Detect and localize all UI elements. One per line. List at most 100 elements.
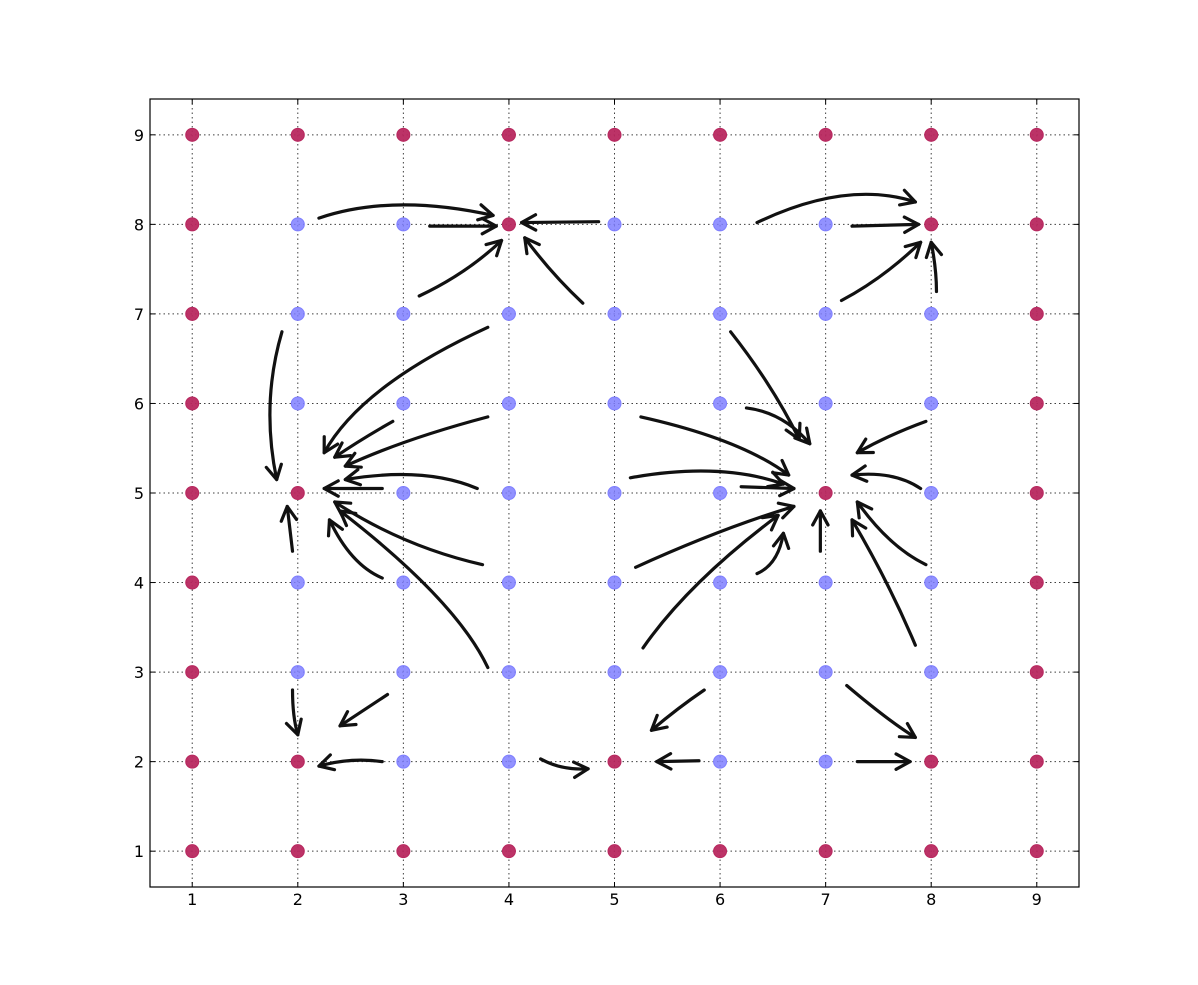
data-point-red: [607, 844, 622, 859]
data-point-red: [1029, 486, 1044, 500]
data-point-red: [185, 306, 200, 321]
data-point-blue: [396, 486, 411, 500]
arrow-shaft: [417, 238, 504, 298]
data-point-red: [818, 844, 833, 859]
arrow: [326, 518, 384, 580]
x-tick-label: 9: [1032, 890, 1042, 909]
x-tick-label: 5: [609, 890, 619, 909]
arrow-head: [571, 760, 590, 780]
arrow-shaft: [343, 472, 479, 491]
arrow-shaft: [327, 518, 384, 580]
arrow-head: [655, 752, 673, 771]
data-point-blue: [290, 306, 305, 321]
arrow-head: [897, 721, 917, 740]
data-point-blue: [924, 575, 939, 590]
arrow-shaft: [755, 192, 917, 225]
data-point-blue: [501, 396, 516, 411]
arrow-head: [855, 437, 875, 455]
arrow: [264, 330, 284, 482]
arrow: [649, 688, 706, 732]
y-tick-label: 4: [134, 574, 144, 593]
data-point-red: [818, 127, 833, 142]
arrow-shaft: [338, 692, 390, 728]
data-point-red: [185, 396, 200, 411]
data-point-red: [1029, 754, 1044, 769]
arrow-head: [760, 513, 780, 532]
arrow: [317, 203, 495, 222]
arrow: [924, 240, 944, 294]
arrow-head: [894, 752, 912, 771]
data-point-blue: [818, 754, 833, 769]
arrow-head: [343, 451, 363, 469]
data-point-blue: [924, 306, 939, 321]
arrow-head: [326, 518, 344, 538]
data-point-blue: [396, 575, 411, 590]
data-point-blue: [501, 754, 516, 769]
arrow: [850, 464, 923, 491]
data-point-red: [1029, 665, 1044, 680]
arrow-shaft: [641, 513, 780, 650]
arrow: [639, 415, 791, 477]
arrow-shaft: [268, 330, 284, 482]
arrow-shaft: [317, 758, 384, 768]
data-point-red: [290, 754, 305, 769]
arrow-shaft: [333, 419, 395, 459]
arrow-shaft: [850, 518, 917, 647]
arrow: [641, 513, 780, 650]
arrow: [855, 419, 928, 455]
arrow-shaft: [845, 683, 917, 740]
arrow: [811, 509, 830, 553]
data-point-blue: [290, 396, 305, 411]
data-point-red: [185, 754, 200, 769]
arrow-head: [924, 240, 944, 260]
data-point-blue: [501, 306, 516, 321]
data-point-red: [1029, 396, 1044, 411]
hand-drawn-arrows: [264, 188, 944, 780]
arrow-shaft: [539, 757, 590, 771]
arrow: [850, 215, 921, 235]
arrow-shaft: [755, 531, 786, 576]
arrow: [417, 238, 504, 298]
arrow-shaft: [523, 236, 585, 305]
arrow-shaft: [850, 222, 921, 228]
arrow-shaft: [929, 240, 939, 294]
arrow-shaft: [850, 472, 923, 491]
arrow: [333, 419, 395, 459]
data-point-red: [1029, 217, 1044, 232]
data-point-blue: [607, 486, 622, 500]
data-point-blue: [818, 575, 833, 590]
data-point-red: [501, 844, 516, 859]
arrow-head: [776, 501, 796, 520]
arrow: [539, 757, 590, 780]
arrow-head: [484, 238, 504, 258]
arrow: [523, 236, 585, 305]
data-point-red: [185, 217, 200, 232]
arrow-head: [322, 435, 340, 455]
plot-frame: [149, 98, 1080, 888]
x-tick-label: 4: [504, 890, 514, 909]
data-point-blue: [501, 575, 516, 590]
arrow-head: [284, 717, 303, 737]
arrow: [855, 752, 912, 771]
arrow-head: [850, 518, 868, 538]
arrow: [333, 500, 485, 567]
arrow-shaft: [520, 220, 601, 225]
arrow: [343, 468, 479, 491]
arrow-head: [264, 462, 283, 482]
data-point-blue: [818, 217, 833, 232]
arrow-shaft: [649, 688, 706, 732]
data-point-red: [290, 486, 305, 500]
arrow-head: [343, 468, 363, 487]
data-point-red: [290, 127, 305, 142]
data-point-red: [396, 127, 411, 142]
data-point-red: [924, 217, 939, 232]
data-point-blue: [607, 575, 622, 590]
data-point-blue: [713, 486, 728, 500]
data-point-blue: [818, 306, 833, 321]
arrow: [850, 518, 917, 647]
arrow-shaft: [285, 504, 295, 553]
data-points: [185, 127, 1044, 859]
data-point-red: [1029, 575, 1044, 590]
arrow: [322, 479, 384, 498]
